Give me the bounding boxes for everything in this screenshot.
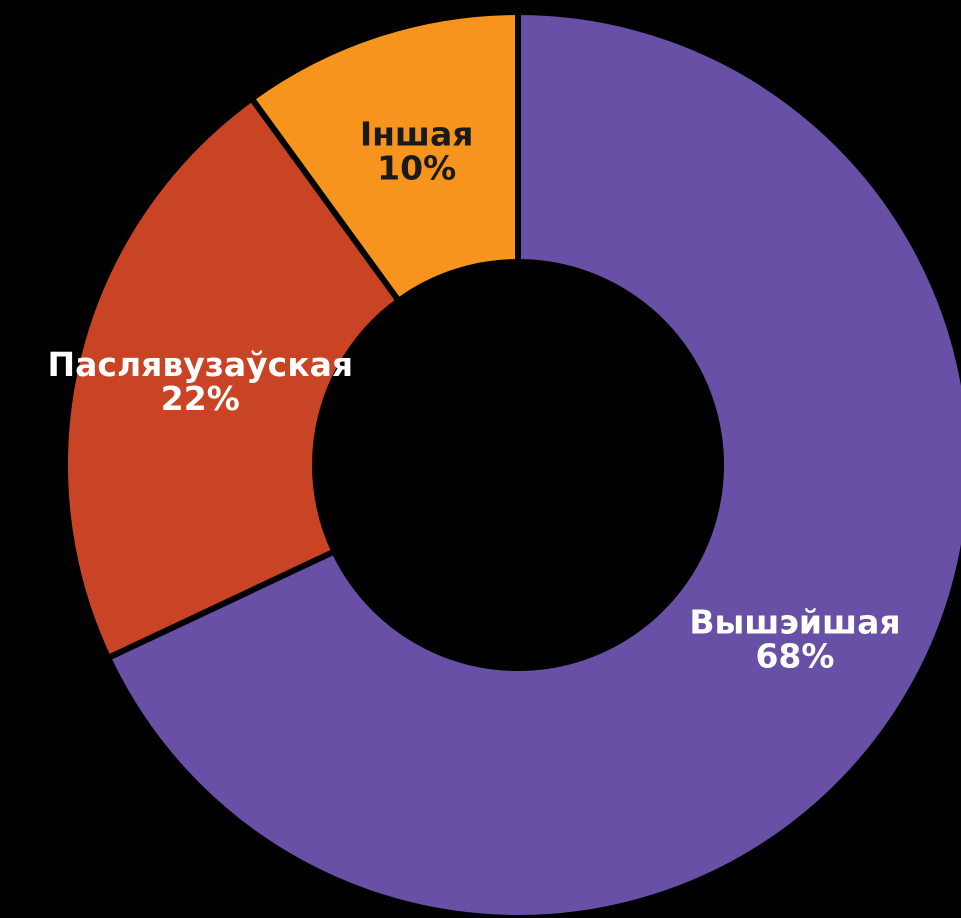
slice-label: Вышэйшая	[689, 602, 900, 641]
slice-label: Іншая	[360, 115, 474, 154]
slice-value-label: 22%	[161, 379, 240, 418]
slice	[62, 95, 402, 661]
slice-label: Паслявузаўская	[48, 345, 354, 384]
slice	[248, 9, 521, 304]
slice-value-label: 68%	[755, 636, 834, 675]
slice-value-label: 10%	[377, 149, 456, 188]
slice	[105, 9, 961, 918]
